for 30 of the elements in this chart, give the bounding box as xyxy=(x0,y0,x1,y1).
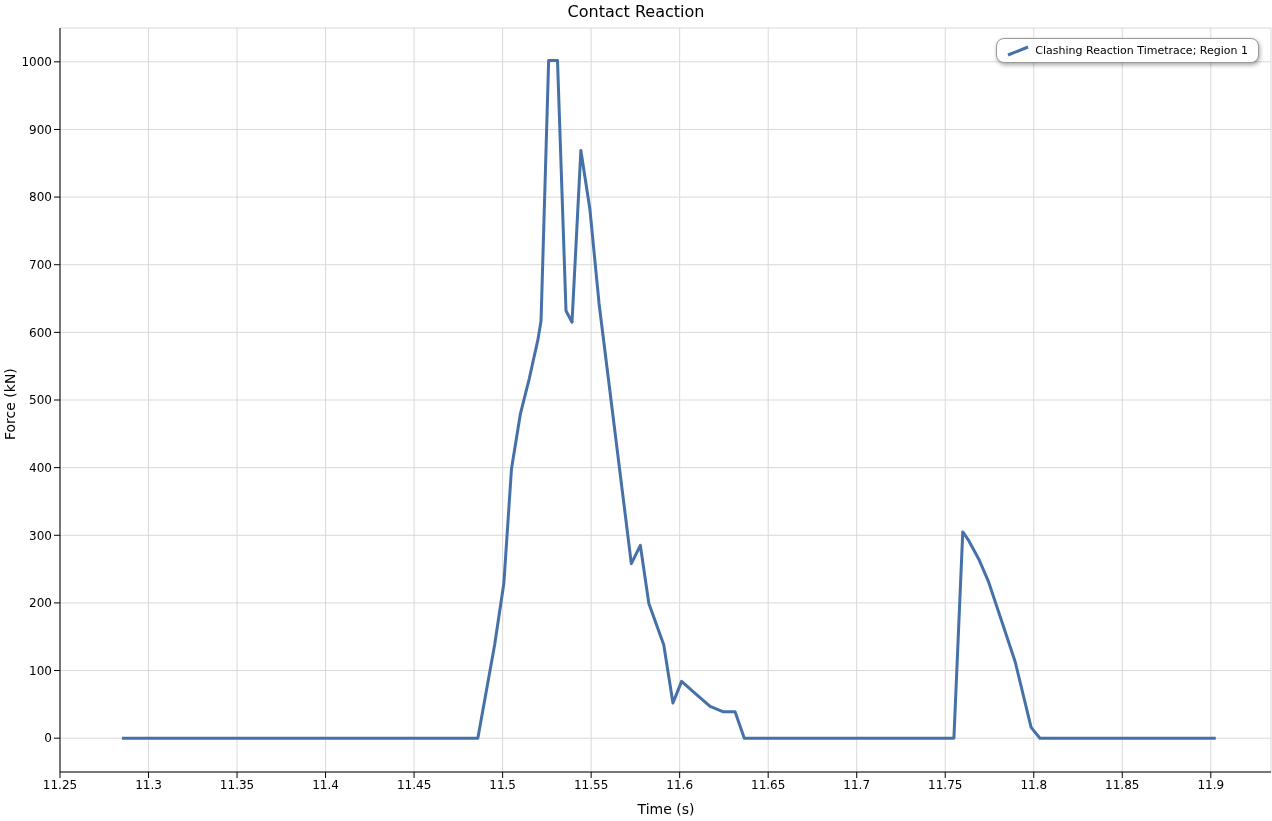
y-tick-label: 500 xyxy=(29,393,52,408)
y-tick-label: 200 xyxy=(29,596,52,611)
chart-title: Contact Reaction xyxy=(566,2,706,21)
y-tick-label: 800 xyxy=(29,190,52,205)
y-tick-label: 1000 xyxy=(21,55,52,70)
x-tick-label: 11.65 xyxy=(751,777,786,792)
y-axis-title: Force (kN) xyxy=(2,368,18,440)
x-tick-label: 11.8 xyxy=(1020,777,1048,792)
legend-label: Clashing Reaction Timetrace; Region 1 xyxy=(1035,44,1248,57)
x-tick-label: 11.75 xyxy=(928,777,963,792)
x-axis-title: Time (s) xyxy=(636,801,696,817)
x-tick-label: 11.35 xyxy=(219,777,255,792)
y-tick-label: 0 xyxy=(44,731,52,746)
x-tick-label: 11.45 xyxy=(396,777,432,792)
x-tick-label: 11.7 xyxy=(843,777,871,792)
y-tick-label: 400 xyxy=(29,460,52,475)
x-tick-label: 11.9 xyxy=(1197,777,1225,792)
x-tick-label: 11.55 xyxy=(573,777,609,792)
x-tick-label: 11.6 xyxy=(666,777,694,792)
x-tick-label: 11.4 xyxy=(312,777,339,792)
y-tick-label: 700 xyxy=(29,257,52,272)
y-tick-label: 100 xyxy=(29,663,52,678)
x-tick-label: 11.5 xyxy=(489,777,516,792)
y-tick-label: 300 xyxy=(29,528,52,543)
y-tick-label: 600 xyxy=(29,325,52,340)
y-tick-label: 900 xyxy=(29,122,52,137)
x-tick-label: 11.3 xyxy=(135,777,162,792)
x-tick-label: 11.25 xyxy=(42,777,78,792)
line-series xyxy=(120,58,1218,740)
x-tick-label: 11.85 xyxy=(1105,777,1140,792)
